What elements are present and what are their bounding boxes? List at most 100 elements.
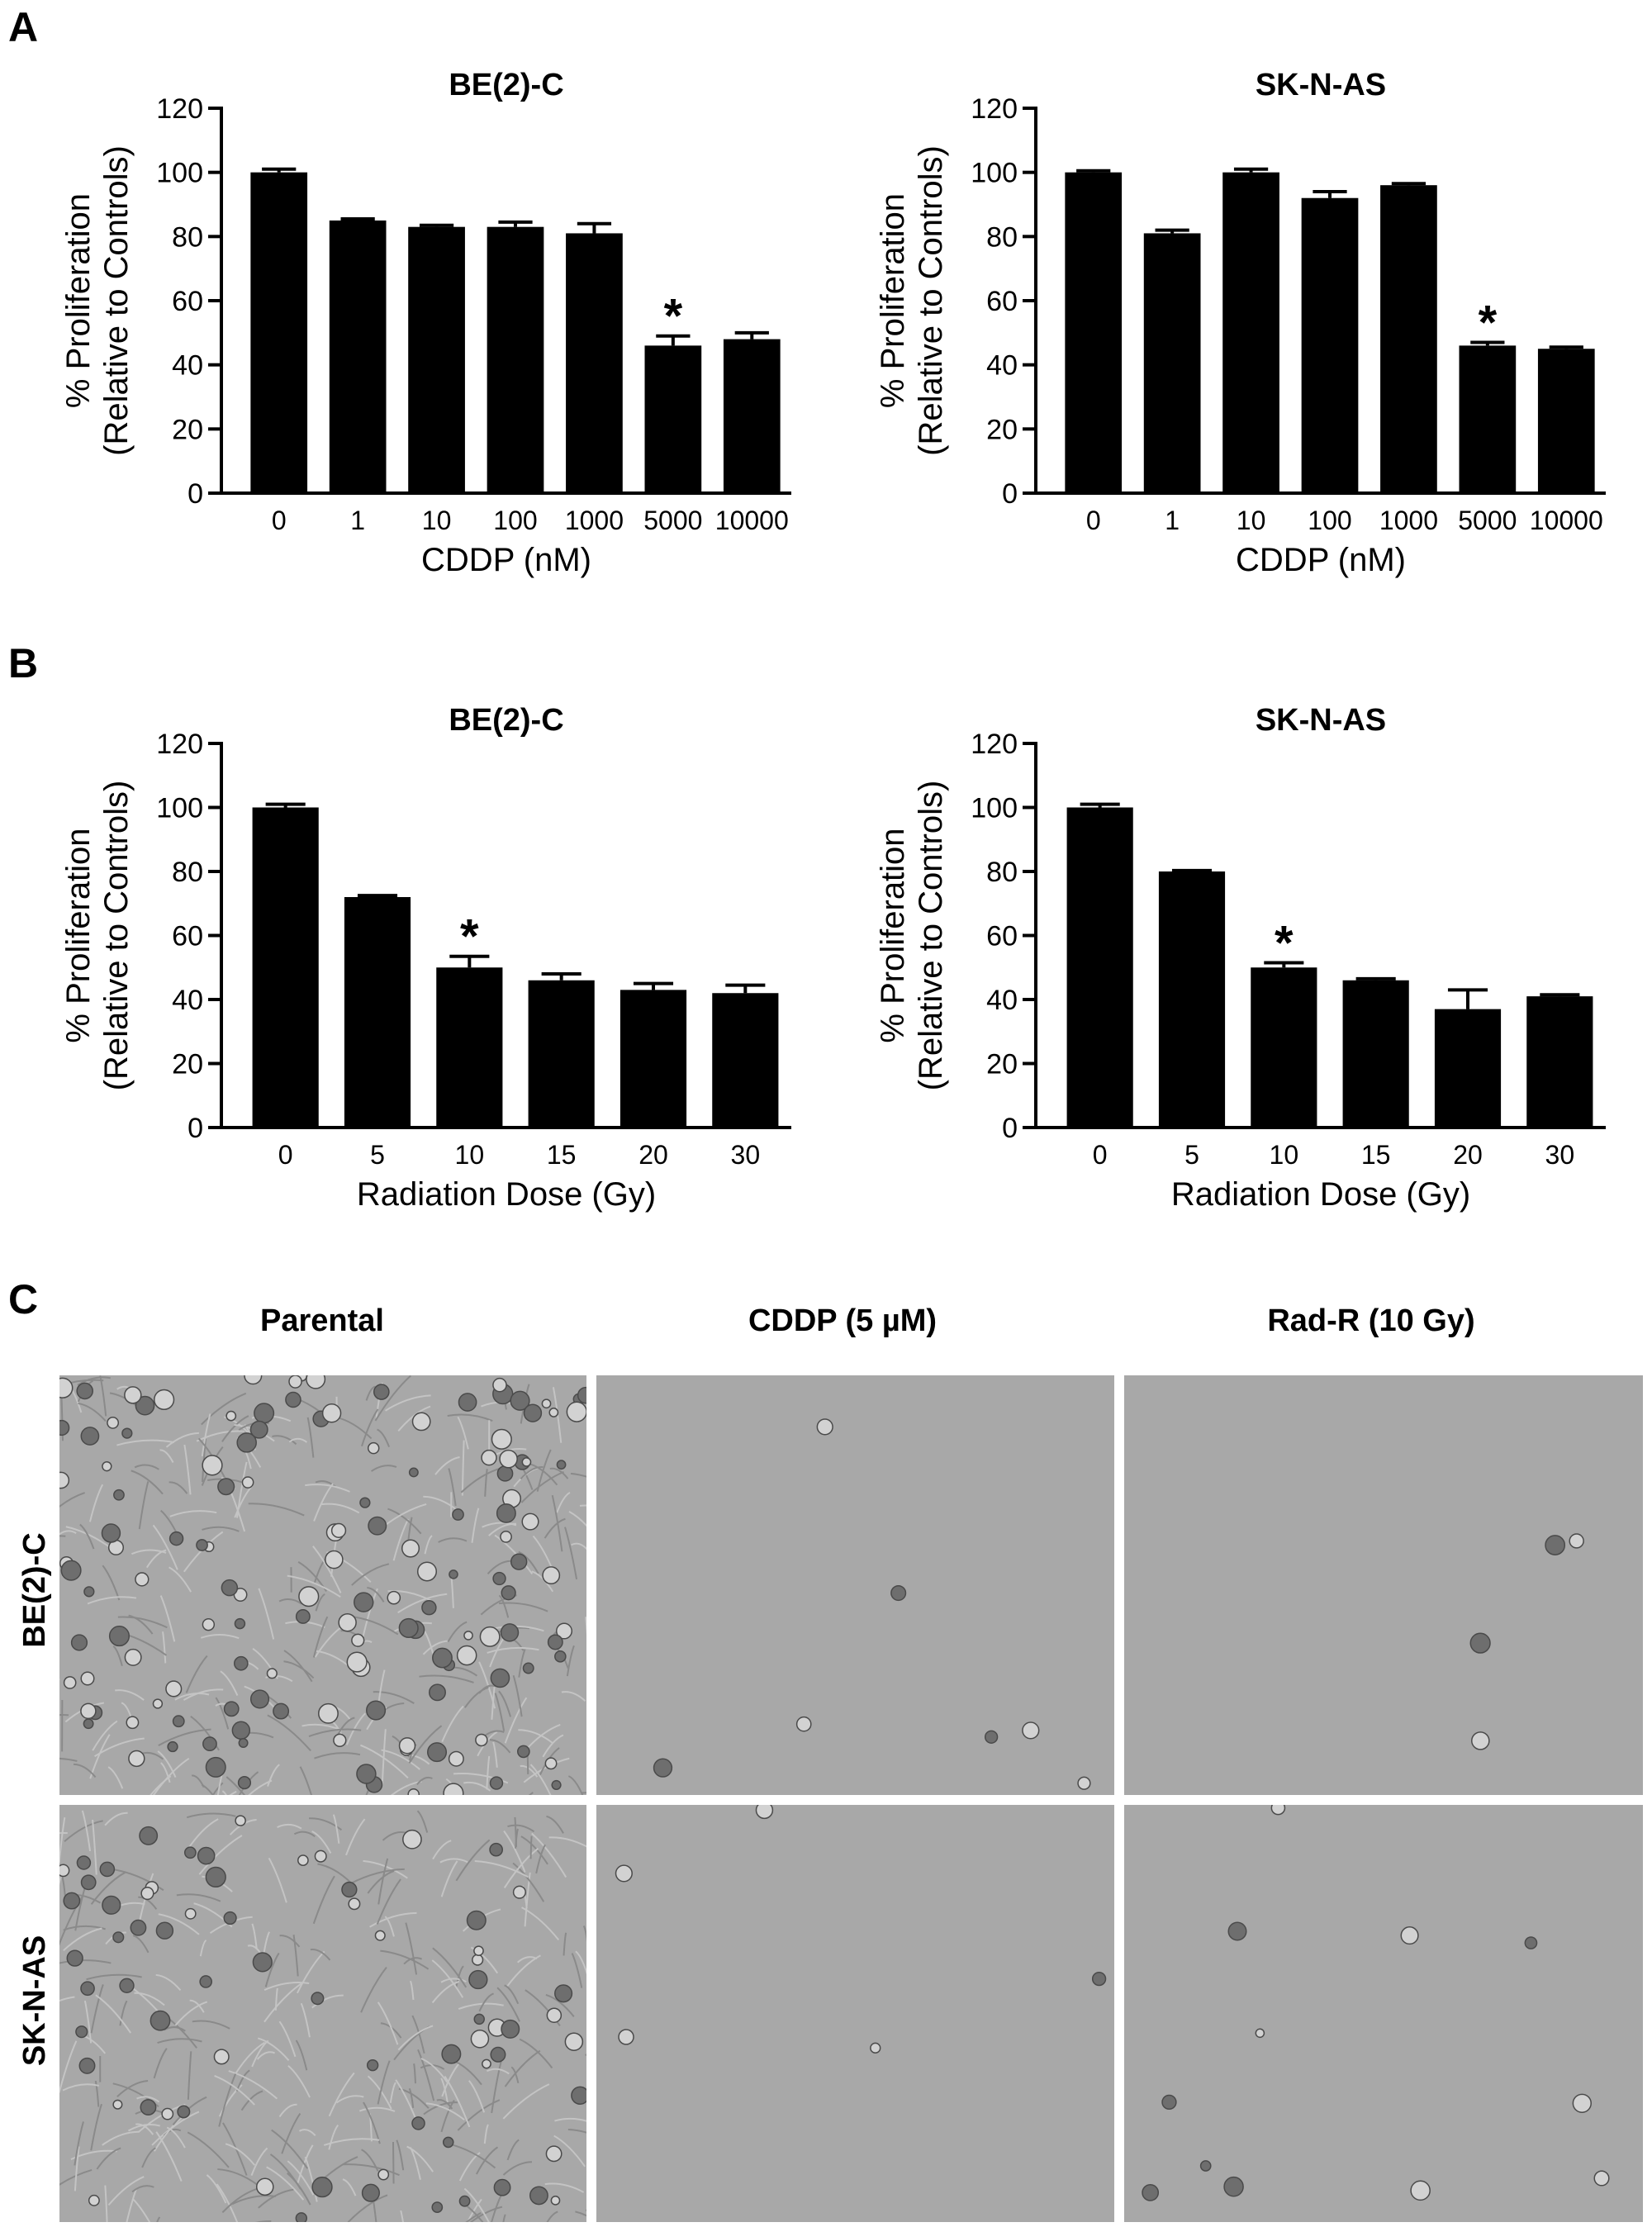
cell-outline — [104, 2185, 108, 2222]
chart-1-x-tick-label: 100 — [493, 506, 537, 535]
cell-outline — [571, 1953, 583, 1988]
cell — [456, 1645, 477, 1666]
cell — [1255, 2028, 1265, 2039]
chart-4-y-tick-label: 60 — [986, 921, 1018, 952]
cell-outline — [387, 1589, 432, 1602]
cell — [338, 1612, 357, 1632]
cell — [473, 2013, 485, 2025]
cell-outline — [59, 1831, 68, 1835]
cell — [366, 2058, 379, 2072]
chart-2-x-tick-label: 1000 — [1379, 506, 1438, 535]
cell — [551, 1779, 562, 1791]
chart-3-y-label-line: (Relative to Controls) — [98, 781, 135, 1091]
cell-outline — [217, 2168, 259, 2186]
cell-outline — [138, 1481, 150, 1530]
cell — [205, 1756, 226, 1778]
cell — [236, 1432, 257, 1453]
cell-outline — [151, 2111, 200, 2146]
cell — [1077, 1776, 1091, 1790]
cell — [500, 1531, 512, 1543]
cell — [407, 1788, 420, 1795]
cell-outline — [471, 1508, 480, 1543]
chart-4-y-label-line: % Proliferation — [875, 828, 911, 1042]
chart-4-x-tick-label: 5 — [1184, 1140, 1199, 1170]
panel-label-b: B — [8, 640, 39, 686]
cell-outline — [116, 1439, 175, 1446]
chart-4-bar — [1434, 1009, 1502, 1128]
cell-outline — [349, 1868, 405, 1885]
cell-outline — [90, 1871, 126, 1905]
cell — [88, 2194, 100, 2206]
cell-outline — [439, 1858, 468, 1864]
cell — [542, 1566, 561, 1585]
cell-outline — [90, 1984, 104, 2034]
cell-outline — [328, 2124, 339, 2150]
cell-outline — [400, 2210, 404, 2222]
cell-outline — [321, 1503, 360, 1514]
cell-outline — [502, 2083, 550, 2120]
cell — [489, 1842, 503, 1857]
cell — [482, 2058, 491, 2069]
cell — [443, 1783, 464, 1795]
cell-outline — [99, 1375, 107, 1417]
cell-outline — [463, 1686, 489, 1708]
chart-1-title: BE(2)-C — [449, 68, 563, 102]
cell-outline — [476, 2146, 499, 2175]
row-heading-sknas: SK-N-AS — [17, 1935, 52, 2067]
cell-outline — [529, 1835, 533, 1859]
cell — [130, 1919, 147, 1936]
cell — [472, 1954, 484, 1966]
cell-outline — [466, 2198, 482, 2222]
chart-1-x-tick-label: 1 — [350, 506, 365, 535]
cell — [297, 1854, 309, 1866]
chart-3-y-tick-label: 120 — [156, 729, 203, 760]
micrograph-texture — [59, 1810, 586, 2222]
cell-outline — [380, 1949, 430, 1970]
cell-outline — [377, 2060, 391, 2105]
cell — [306, 1375, 326, 1389]
cell-outline — [521, 1906, 560, 1940]
cell-outline — [431, 1959, 464, 1998]
cell — [155, 1921, 174, 1940]
cell-outline — [271, 2129, 309, 2169]
cell-outline — [132, 1935, 150, 1954]
cell-outline — [191, 1774, 205, 1788]
cell — [70, 1634, 88, 1651]
cell — [60, 1560, 82, 1581]
cell-outline — [536, 1449, 552, 1492]
cell — [237, 1776, 252, 1790]
cell — [59, 1864, 70, 1878]
cell-outline — [279, 1935, 301, 1948]
cell-outline — [575, 1950, 586, 1974]
cell-outline — [465, 2211, 482, 2222]
cell — [128, 1750, 145, 1768]
cell — [510, 1390, 530, 1411]
cell-outline — [567, 1775, 584, 1795]
cell-outline — [155, 1973, 182, 1992]
cell-outline — [263, 1982, 303, 2023]
micrograph-sknas-parental — [59, 1805, 586, 2222]
cell — [59, 1377, 74, 1398]
chart-3-x-tick-label: 30 — [731, 1140, 761, 1170]
cell — [470, 2030, 490, 2049]
cell-outline — [264, 1952, 280, 1987]
cell-outline — [79, 2034, 107, 2054]
cell-outline — [198, 1835, 243, 1875]
cell — [490, 2046, 506, 2063]
cell — [83, 1586, 95, 1598]
cell-outline — [554, 2117, 586, 2122]
cell — [475, 1733, 488, 1747]
cell — [199, 1975, 213, 1988]
cell-outline — [396, 2139, 405, 2171]
chart-3-y-tick-label: 20 — [172, 1049, 203, 1080]
cell — [408, 1467, 419, 1478]
cell-outline — [492, 1741, 498, 1768]
cell — [512, 1885, 526, 1899]
cell — [618, 2029, 634, 2045]
cell — [426, 1742, 448, 1763]
cell-outline — [59, 1757, 78, 1762]
cell — [102, 1895, 121, 1915]
cell-outline — [236, 1461, 248, 1518]
chart-2-x-tick-label: 10 — [1237, 506, 1266, 535]
